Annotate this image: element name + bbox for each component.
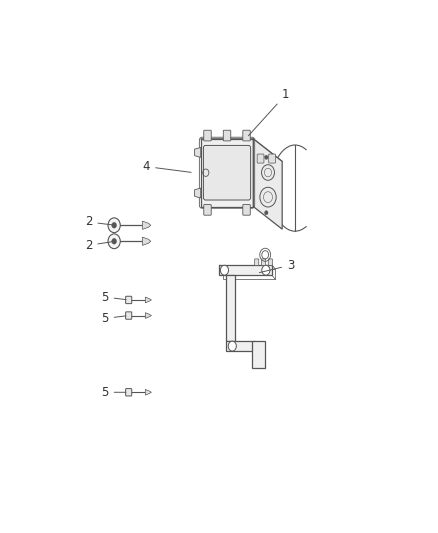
Polygon shape <box>226 276 235 341</box>
Circle shape <box>262 265 270 275</box>
Polygon shape <box>253 139 282 229</box>
Polygon shape <box>142 221 151 229</box>
Polygon shape <box>194 148 201 157</box>
Polygon shape <box>201 139 253 207</box>
Polygon shape <box>194 188 201 198</box>
FancyBboxPatch shape <box>126 296 132 304</box>
Text: 2: 2 <box>85 239 113 252</box>
Circle shape <box>112 222 117 228</box>
Circle shape <box>112 238 117 244</box>
FancyBboxPatch shape <box>261 259 265 265</box>
Circle shape <box>220 265 229 275</box>
Polygon shape <box>142 237 151 245</box>
Circle shape <box>228 341 237 351</box>
Circle shape <box>265 155 268 159</box>
Text: 5: 5 <box>101 386 126 399</box>
Polygon shape <box>145 297 152 303</box>
FancyBboxPatch shape <box>268 259 272 265</box>
FancyBboxPatch shape <box>126 312 132 319</box>
Polygon shape <box>201 139 282 161</box>
FancyBboxPatch shape <box>243 130 250 141</box>
Text: 3: 3 <box>259 259 294 272</box>
Polygon shape <box>145 390 152 395</box>
Circle shape <box>265 211 268 215</box>
Circle shape <box>108 234 120 248</box>
FancyBboxPatch shape <box>126 389 132 396</box>
FancyBboxPatch shape <box>254 259 259 265</box>
Polygon shape <box>226 341 255 351</box>
Text: 1: 1 <box>248 88 290 136</box>
FancyBboxPatch shape <box>257 154 264 163</box>
FancyBboxPatch shape <box>243 205 250 215</box>
Circle shape <box>108 218 120 232</box>
FancyBboxPatch shape <box>204 205 211 215</box>
FancyBboxPatch shape <box>203 146 251 200</box>
Text: 4: 4 <box>143 160 191 173</box>
FancyBboxPatch shape <box>268 154 276 163</box>
FancyBboxPatch shape <box>204 130 211 141</box>
Polygon shape <box>145 313 152 318</box>
Polygon shape <box>251 341 265 368</box>
Text: 2: 2 <box>85 215 113 229</box>
FancyBboxPatch shape <box>223 130 231 141</box>
Text: 5: 5 <box>101 312 126 325</box>
Polygon shape <box>219 265 272 276</box>
Text: 5: 5 <box>101 290 126 304</box>
